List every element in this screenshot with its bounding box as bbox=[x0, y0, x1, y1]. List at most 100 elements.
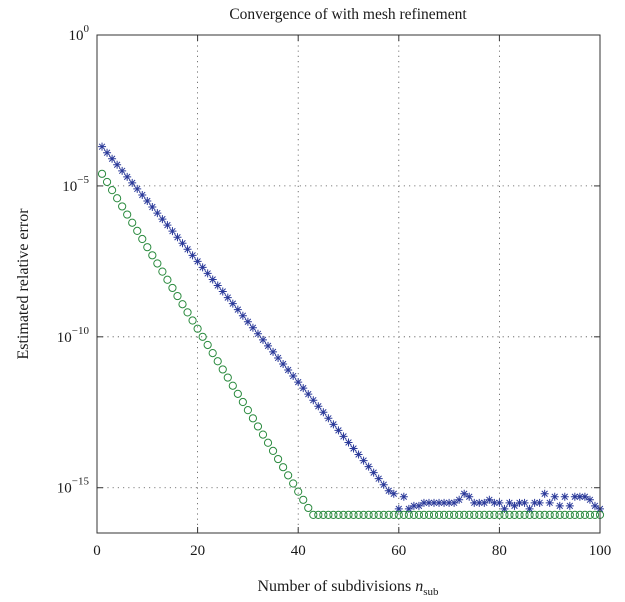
data-point-asterisk bbox=[294, 378, 303, 387]
data-point-asterisk bbox=[223, 293, 232, 302]
data-point-asterisk bbox=[404, 504, 413, 513]
data-point-circle bbox=[429, 510, 439, 519]
data-point-asterisk bbox=[384, 486, 393, 495]
data-point-circle bbox=[183, 308, 192, 317]
y-tick-label: 10−5 bbox=[62, 174, 89, 195]
data-point-asterisk bbox=[430, 498, 439, 507]
data-point-asterisk bbox=[208, 275, 217, 284]
data-point-asterisk bbox=[465, 492, 474, 501]
data-point-asterisk bbox=[163, 221, 172, 230]
y-tick-exponent: −10 bbox=[72, 325, 90, 337]
data-point-asterisk bbox=[364, 462, 373, 471]
data-point-asterisk bbox=[243, 317, 252, 326]
data-point-asterisk bbox=[173, 233, 182, 242]
data-point-circle bbox=[223, 373, 232, 382]
data-point-asterisk bbox=[440, 498, 449, 507]
data-point-circle bbox=[439, 510, 449, 519]
x-tick-label: 60 bbox=[391, 543, 406, 559]
chart-title: Convergence of with mesh refinement bbox=[229, 6, 467, 23]
data-point-circle bbox=[409, 510, 418, 519]
data-point-asterisk bbox=[289, 372, 298, 381]
data-point-asterisk bbox=[178, 239, 187, 248]
data-point-circle bbox=[369, 510, 378, 519]
x-axis-label-main: Number of subdivisions bbox=[257, 578, 415, 595]
data-point-asterisk bbox=[455, 495, 464, 504]
data-point-circle bbox=[123, 210, 132, 219]
y-tick-base: 10 bbox=[57, 481, 72, 497]
data-point-asterisk bbox=[284, 366, 293, 375]
data-point-asterisk bbox=[258, 335, 267, 344]
data-point-asterisk bbox=[419, 498, 428, 507]
data-point-asterisk bbox=[158, 215, 167, 224]
data-point-circle bbox=[419, 510, 429, 519]
data-point-asterisk bbox=[389, 489, 398, 498]
data-point-circle bbox=[555, 510, 564, 519]
y-tick-label: 100 bbox=[69, 23, 90, 44]
series-circle bbox=[97, 169, 605, 519]
data-point-circle bbox=[455, 510, 464, 519]
data-point-circle bbox=[118, 202, 127, 211]
data-point-asterisk bbox=[475, 498, 484, 507]
data-point-asterisk bbox=[143, 197, 152, 205]
data-point-circle bbox=[243, 406, 252, 415]
x-tick-label: 20 bbox=[190, 543, 205, 559]
data-point-circle bbox=[359, 510, 368, 519]
data-point-asterisk bbox=[274, 353, 283, 362]
data-point-circle bbox=[309, 510, 318, 519]
data-point-asterisk bbox=[525, 504, 534, 513]
data-point-asterisk bbox=[460, 489, 469, 498]
x-axis-label: Number of subdivisions nsub bbox=[257, 578, 439, 598]
data-point-circle bbox=[279, 463, 288, 472]
y-tick-base: 10 bbox=[57, 330, 72, 346]
data-point-asterisk bbox=[299, 384, 308, 393]
data-point-circle bbox=[394, 510, 403, 519]
data-point-circle bbox=[414, 510, 424, 519]
data-point-circle bbox=[198, 332, 207, 341]
data-point-asterisk bbox=[153, 209, 162, 218]
data-point-asterisk bbox=[108, 154, 117, 163]
y-tick-exponent: −15 bbox=[72, 476, 90, 488]
data-point-asterisk bbox=[424, 498, 433, 507]
data-point-circle bbox=[188, 316, 197, 325]
data-point-circle bbox=[238, 397, 247, 407]
data-point-asterisk bbox=[590, 501, 599, 510]
data-point-asterisk bbox=[485, 495, 494, 504]
data-point-asterisk bbox=[279, 359, 288, 368]
data-point-circle bbox=[299, 495, 308, 504]
x-axis-label-sub: sub bbox=[423, 586, 439, 598]
data-point-asterisk bbox=[570, 492, 579, 501]
data-point-circle bbox=[102, 177, 112, 187]
data-point-circle bbox=[389, 510, 398, 519]
x-tick-label: 40 bbox=[291, 543, 306, 559]
data-point-asterisk bbox=[344, 438, 353, 447]
data-point-circle bbox=[349, 510, 358, 519]
data-point-asterisk bbox=[218, 287, 227, 296]
data-point-asterisk bbox=[133, 184, 142, 193]
data-point-asterisk bbox=[324, 414, 333, 423]
data-point-asterisk bbox=[123, 172, 132, 181]
data-point-circle bbox=[510, 510, 519, 519]
data-point-asterisk bbox=[253, 329, 262, 338]
data-point-asterisk bbox=[319, 408, 328, 417]
data-point-circle bbox=[500, 510, 509, 519]
data-point-circle bbox=[148, 251, 157, 260]
data-point-circle bbox=[193, 324, 202, 333]
data-point-circle bbox=[128, 218, 137, 227]
data-point-circle bbox=[354, 510, 363, 519]
data-point-asterisk bbox=[369, 468, 378, 477]
data-point-circle bbox=[263, 438, 273, 447]
data-point-circle bbox=[168, 283, 177, 293]
data-point-asterisk bbox=[183, 245, 192, 254]
data-point-circle bbox=[248, 414, 258, 423]
data-point-asterisk bbox=[98, 142, 107, 151]
data-point-asterisk bbox=[409, 501, 418, 510]
data-point-circle bbox=[530, 510, 539, 519]
data-point-circle bbox=[505, 510, 514, 519]
data-point-circle bbox=[208, 349, 217, 358]
data-point-asterisk bbox=[394, 504, 403, 513]
data-point-asterisk bbox=[168, 227, 177, 236]
data-point-circle bbox=[178, 300, 187, 309]
data-point-circle bbox=[465, 510, 474, 519]
data-point-asterisk bbox=[193, 257, 202, 266]
